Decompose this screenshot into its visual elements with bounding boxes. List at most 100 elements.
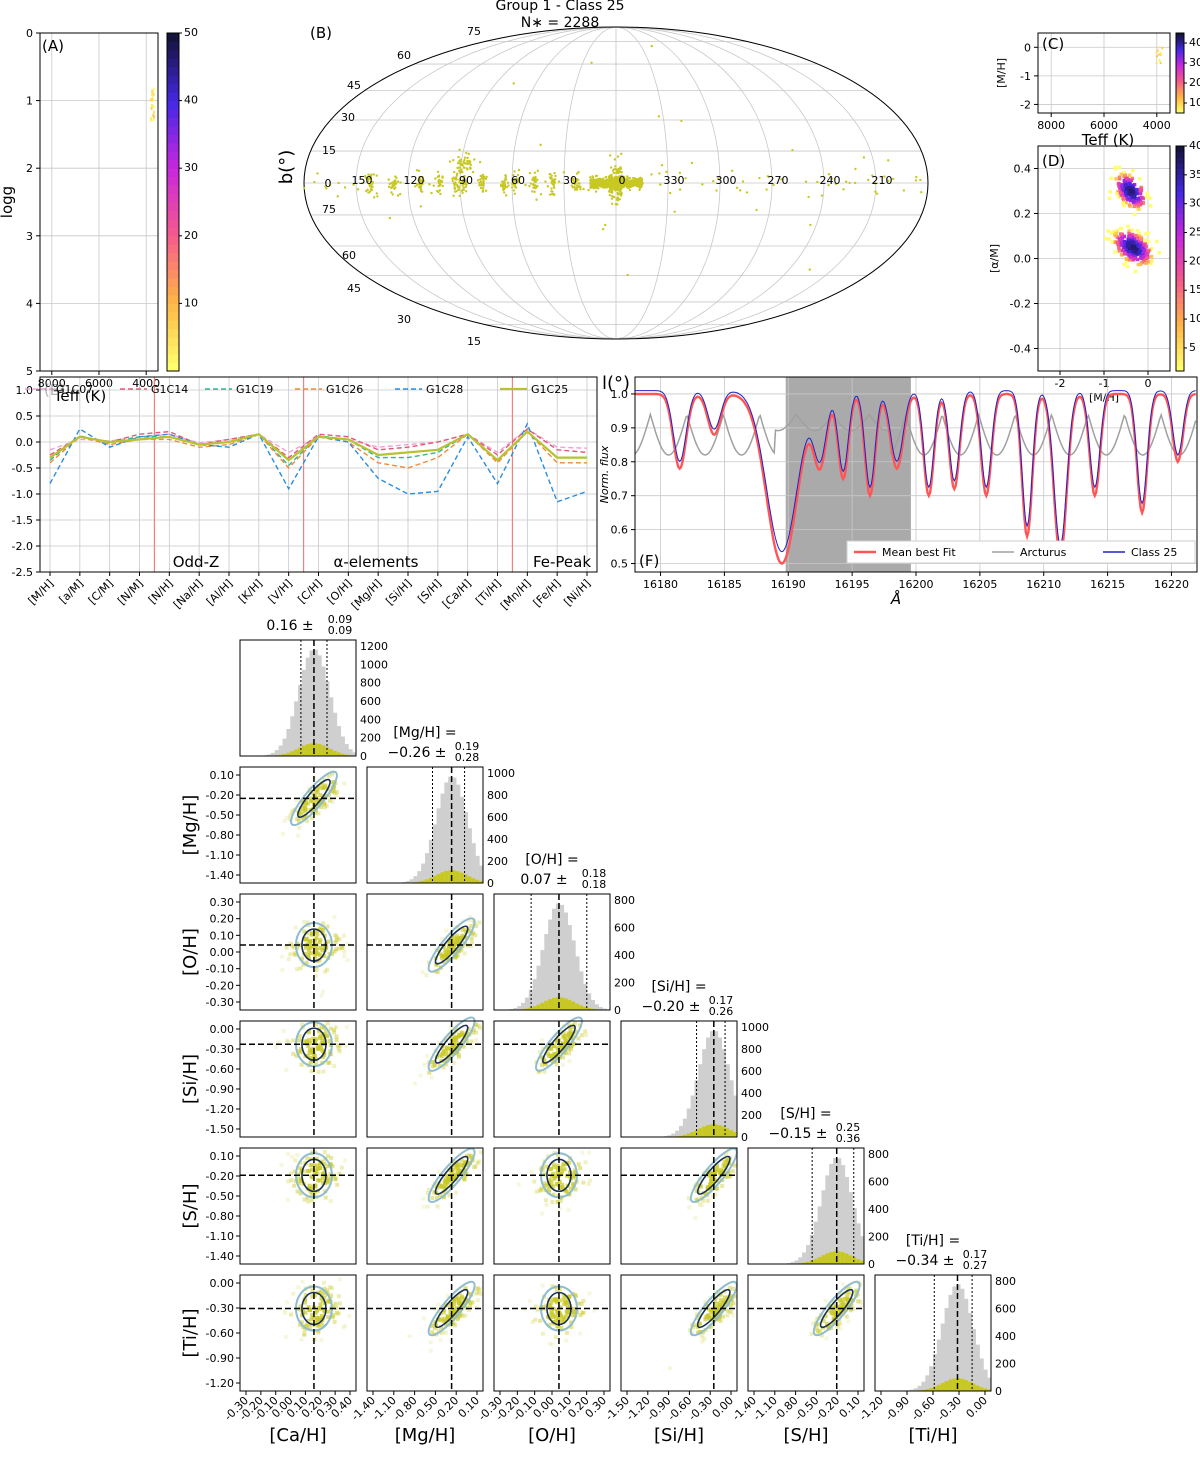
- data-cell: [1156, 55, 1159, 58]
- star-point: [608, 182, 611, 185]
- param-title: [Si/H] =: [651, 979, 706, 995]
- data-cell: [1131, 240, 1135, 245]
- star-point: [614, 165, 617, 168]
- colorbar-a-swatch: [167, 286, 179, 296]
- density-cell: [429, 1330, 434, 1335]
- density-cell: [730, 1313, 735, 1318]
- density-cell: [315, 932, 320, 937]
- density-cell: [587, 1178, 592, 1183]
- colorbar-d-swatch: [1176, 252, 1184, 259]
- x-tick-label: [K/H]: [236, 577, 265, 606]
- star-point: [579, 185, 582, 188]
- star-point: [481, 190, 485, 193]
- lat-label: 30: [341, 111, 355, 124]
- star-point: [484, 177, 488, 181]
- density-cell: [858, 1299, 863, 1304]
- sky-boundary: [303, 26, 929, 340]
- colorbar-a-swatch: [167, 176, 179, 186]
- hist-bar-class: [455, 871, 461, 883]
- star-point: [439, 192, 442, 196]
- star-point: [316, 172, 319, 175]
- density-cell: [476, 1290, 481, 1295]
- star-point: [617, 179, 621, 182]
- lat-label: 15: [322, 144, 336, 157]
- panel-label: (B): [310, 24, 332, 42]
- star-point: [506, 181, 510, 184]
- data-cell: [1127, 182, 1132, 186]
- hist-bar-class: [979, 1387, 984, 1391]
- data-cell: [1114, 231, 1119, 236]
- star-point: [631, 180, 635, 184]
- density-cell: [443, 947, 448, 952]
- lon-label: 30: [563, 174, 577, 187]
- colorbar-d-tick-label: 20: [1189, 254, 1200, 267]
- param-err-low: 0.18: [582, 878, 607, 891]
- figure-title: Group 1 - Class 25: [495, 0, 624, 14]
- star-point: [415, 169, 419, 172]
- hist-y-tick-label: 400: [868, 1203, 889, 1216]
- star-point: [389, 186, 393, 189]
- hist-bar-gray: [274, 750, 280, 756]
- star-point: [628, 183, 631, 187]
- star-point: [609, 154, 612, 157]
- lat-label: 60: [342, 249, 356, 262]
- y-tick-label: 0.5: [611, 558, 629, 571]
- y-axis-label: logg: [0, 186, 16, 218]
- data-cell: [1144, 232, 1148, 236]
- corner-cell: [493, 1016, 611, 1138]
- colorbar-d-swatch: [1176, 286, 1184, 293]
- lat-label: 0: [325, 177, 332, 190]
- star-point: [460, 162, 464, 166]
- star-point: [453, 187, 457, 191]
- hist-bar-class: [459, 872, 465, 883]
- hist-bar-gray: [933, 1354, 938, 1391]
- lon-label: 90: [459, 174, 473, 187]
- y-tick-label: -2.5: [12, 566, 33, 579]
- hist-bar-class: [544, 1000, 549, 1010]
- data-cell: [1139, 237, 1144, 241]
- param-err-low: 0.27: [963, 1259, 988, 1272]
- panel-label: (A): [42, 37, 64, 55]
- hist-bar-class: [721, 1126, 726, 1137]
- hist-bar-gray: [929, 1366, 934, 1391]
- data-cell: [1157, 46, 1160, 49]
- density-cell: [422, 1062, 427, 1067]
- star-point: [631, 183, 634, 186]
- y-tick-label: -0.30: [206, 1043, 234, 1056]
- hist-y-tick-label: 1000: [487, 767, 515, 780]
- hist-bar-class: [944, 1381, 949, 1391]
- hist-y-tick-label: 600: [360, 695, 381, 708]
- star-point: [608, 180, 611, 183]
- param-err-low: 0.28: [455, 751, 480, 764]
- density-cell: [421, 1316, 426, 1321]
- x-tick-label: 16220: [1154, 578, 1189, 591]
- data-cell: [1159, 62, 1162, 65]
- star-point: [616, 188, 619, 192]
- y-tick-label: 0.0: [1014, 253, 1032, 266]
- hist-bar-class: [729, 1130, 734, 1137]
- density-cell: [667, 1366, 672, 1371]
- density-cell: [318, 1034, 323, 1039]
- colorbar-a-swatch: [167, 33, 179, 42]
- star-point: [394, 186, 397, 189]
- star-point: [650, 173, 653, 176]
- hist-y-tick-label: 200: [360, 732, 381, 745]
- hist-bar-gray: [806, 1245, 811, 1264]
- star-point: [453, 177, 456, 180]
- hist-bar-gray: [567, 925, 572, 1010]
- density-cell: [454, 940, 459, 945]
- hist-bar-class: [321, 745, 326, 756]
- star-point: [458, 160, 461, 163]
- colorbar-a-swatch: [167, 320, 179, 330]
- density-cell: [474, 1038, 479, 1043]
- star-point: [571, 186, 575, 189]
- density-cell: [516, 1182, 521, 1187]
- y-tick-label: 4: [26, 297, 33, 310]
- star-point: [313, 180, 316, 184]
- colorbar-d-tick-label: 25: [1189, 226, 1200, 239]
- colorbar-a-swatch: [167, 117, 179, 127]
- legend-label: G1C25: [531, 383, 568, 396]
- density-cell: [303, 807, 308, 812]
- x-axis-label: [Si/H]: [654, 1425, 704, 1446]
- hist-y-tick-label: 800: [995, 1275, 1016, 1288]
